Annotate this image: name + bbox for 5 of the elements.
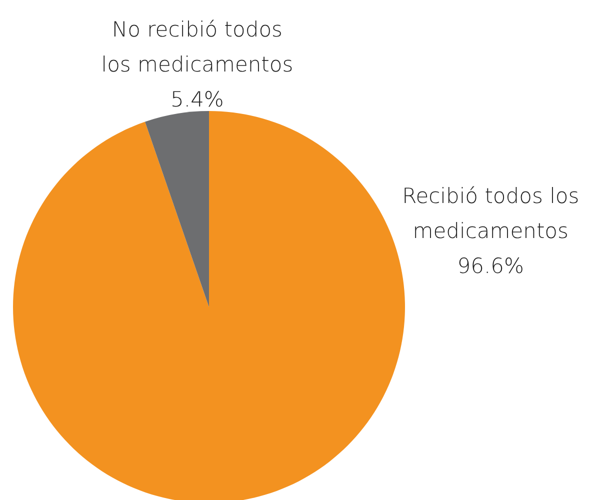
data-label: 5.4% [170,87,224,112]
data-label: 96.6% [457,254,524,278]
slice-label: No recibió todos los medicamentos [101,17,294,76]
pie-slice [145,111,209,307]
slice-label: Recibió todos los medicamentos [402,184,580,243]
